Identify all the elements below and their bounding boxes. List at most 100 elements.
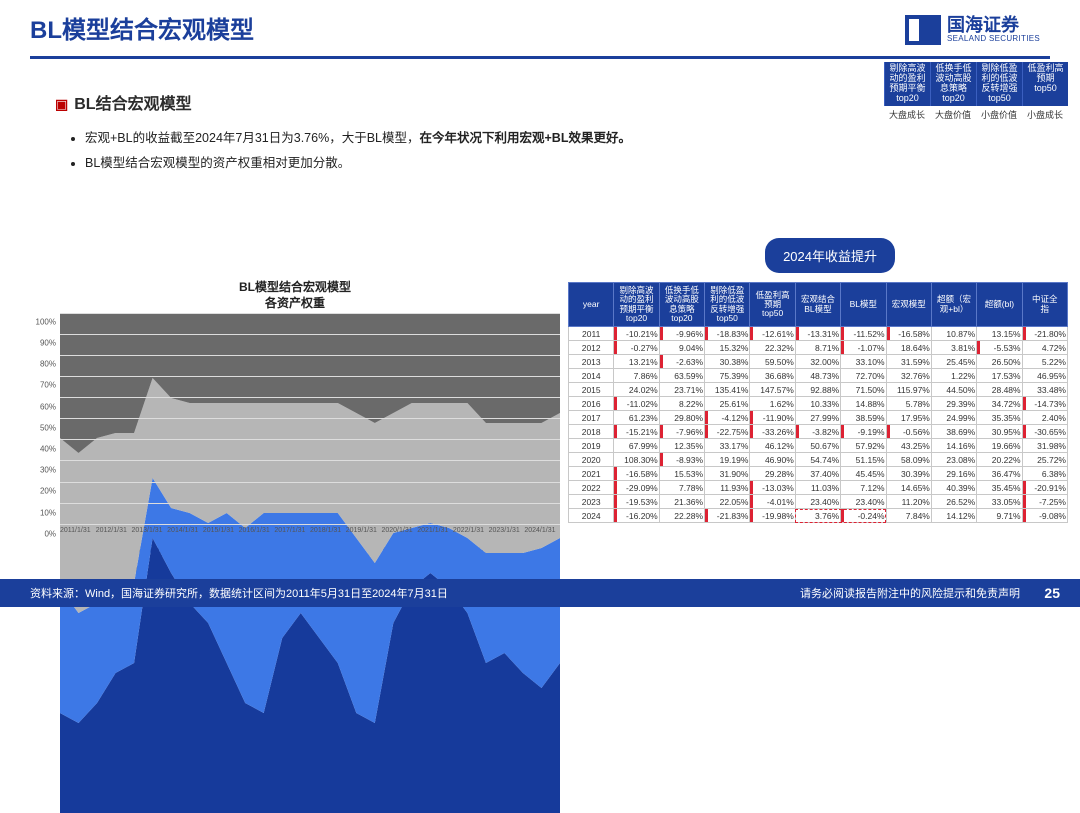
table-cell: -9.08%	[1022, 509, 1067, 523]
weights-area-chart: BL模型结合宏观模型 各资产权重 0%10%20%30%40%50%60%70%…	[30, 280, 560, 575]
footer-disclaimer: 请务必阅读报告附注中的风险提示和免责声明	[800, 585, 1020, 601]
table-header: 中证全指	[1022, 283, 1067, 327]
table-cell: -4.12%	[705, 411, 750, 425]
table-cell: 2021	[569, 467, 614, 481]
table-cell: 4.72%	[1022, 341, 1067, 355]
table-cell: 46.95%	[1022, 369, 1067, 383]
table-cell: 33.10%	[841, 355, 886, 369]
slide-footer: 资料来源：Wind，国海证券研究所，数据统计区间为2011年5月31日至2024…	[0, 579, 1080, 607]
table-cell: 8.71%	[795, 341, 840, 355]
y-tick: 20%	[40, 487, 56, 496]
table-cell: 14.65%	[886, 481, 931, 495]
table-cell: 33.48%	[1022, 383, 1067, 397]
table-cell: 31.98%	[1022, 439, 1067, 453]
table-cell: -13.31%	[795, 327, 840, 341]
table-cell: 35.35%	[977, 411, 1022, 425]
table-cell: 11.03%	[795, 481, 840, 495]
table-row: 2018-15.21%-7.96%-22.75%-33.26%-3.82%-9.…	[569, 425, 1068, 439]
y-tick: 70%	[40, 381, 56, 390]
table-cell: 61.23%	[614, 411, 659, 425]
table-header: 超额(bl)	[977, 283, 1022, 327]
table-cell: -16.58%	[886, 327, 931, 341]
table-cell: 14.88%	[841, 397, 886, 411]
footer-source: 资料来源：Wind，国海证券研究所，数据统计区间为2011年5月31日至2024…	[30, 585, 800, 601]
table-cell: -19.53%	[614, 495, 659, 509]
table-cell: 25.45%	[931, 355, 976, 369]
table-cell: 51.15%	[841, 453, 886, 467]
y-tick: 40%	[40, 444, 56, 453]
table-cell: 19.66%	[977, 439, 1022, 453]
table-cell: -2.63%	[659, 355, 704, 369]
x-tick: 2022/1/31	[453, 527, 489, 543]
table-cell: 32.00%	[795, 355, 840, 369]
table-cell: 59.50%	[750, 355, 795, 369]
chart-title-1: BL模型结合宏观模型	[30, 280, 560, 294]
table-cell: 147.57%	[750, 383, 795, 397]
table-cell: 18.64%	[886, 341, 931, 355]
table-cell: 11.93%	[705, 481, 750, 495]
table-cell: 7.12%	[841, 481, 886, 495]
table-cell: 2022	[569, 481, 614, 495]
table-cell: 20.22%	[977, 453, 1022, 467]
table-cell: 19.19%	[705, 453, 750, 467]
table-cell: 32.76%	[886, 369, 931, 383]
table-cell: 44.50%	[931, 383, 976, 397]
table-cell: 25.72%	[1022, 453, 1067, 467]
x-tick: 2024/1/31	[524, 527, 560, 543]
table-cell: 24.02%	[614, 383, 659, 397]
table-row: 201313.21%-2.63%30.38%59.50%32.00%33.10%…	[569, 355, 1068, 369]
table-cell: 13.15%	[977, 327, 1022, 341]
table-cell: 21.36%	[659, 495, 704, 509]
table-cell: 40.39%	[931, 481, 976, 495]
title-underline	[30, 56, 1050, 59]
table-cell: 30.38%	[705, 355, 750, 369]
table-cell: 2.40%	[1022, 411, 1067, 425]
table-cell: 54.74%	[795, 453, 840, 467]
table-cell: -0.27%	[614, 341, 659, 355]
highlight-badge: 2024年收益提升	[765, 238, 895, 273]
table-cell: 34.72%	[977, 397, 1022, 411]
table-cell: 3.76%	[795, 509, 840, 523]
table-cell: 43.25%	[886, 439, 931, 453]
table-cell: -1.07%	[841, 341, 886, 355]
table-cell: 7.86%	[614, 369, 659, 383]
bullet-item: BL模型结合宏观模型的资产权重相对更加分散。	[85, 151, 1050, 176]
table-cell: 71.50%	[841, 383, 886, 397]
table-cell: 108.30%	[614, 453, 659, 467]
table-cell: 2018	[569, 425, 614, 439]
table-row: 2020108.30%-8.93%19.19%46.90%54.74%51.15…	[569, 453, 1068, 467]
table-row: 2024-16.20%22.28%-21.83%-19.98%3.76%-0.2…	[569, 509, 1068, 523]
table-cell: 3.81%	[931, 341, 976, 355]
table-row: 201761.23%29.80%-4.12%-11.90%27.99%38.59…	[569, 411, 1068, 425]
table-cell: 2019	[569, 439, 614, 453]
table-cell: 5.22%	[1022, 355, 1067, 369]
table-cell: 46.90%	[750, 453, 795, 467]
table-cell: 25.61%	[705, 397, 750, 411]
x-tick: 2012/1/31	[96, 527, 132, 543]
table-cell: 2023	[569, 495, 614, 509]
table-cell: 45.45%	[841, 467, 886, 481]
table-header: 超额（宏观+bl）	[931, 283, 976, 327]
table-cell: 37.40%	[795, 467, 840, 481]
table-cell: 17.53%	[977, 369, 1022, 383]
returns-table: year剔除高波动的盈利预期平衡top20低换手低波动高股息策略top20剔除低…	[568, 282, 1068, 523]
x-tick: 2023/1/31	[489, 527, 525, 543]
table-cell: 1.62%	[750, 397, 795, 411]
table-header: 低盈利高预期top50	[750, 283, 795, 327]
table-cell: 48.73%	[795, 369, 840, 383]
table-cell: -11.90%	[750, 411, 795, 425]
table-cell: -33.26%	[750, 425, 795, 439]
table-cell: 23.71%	[659, 383, 704, 397]
table-cell: 63.59%	[659, 369, 704, 383]
table-cell: 13.21%	[614, 355, 659, 369]
table-cell: 75.39%	[705, 369, 750, 383]
logo-cn: 国海证券	[947, 16, 1040, 35]
table-cell: 30.39%	[886, 467, 931, 481]
table-cell: 22.28%	[659, 509, 704, 523]
table-cell: -7.96%	[659, 425, 704, 439]
table-cell: -15.21%	[614, 425, 659, 439]
table-row: 2011-10.21%-9.96%-18.83%-12.61%-13.31%-1…	[569, 327, 1068, 341]
table-cell: 22.32%	[750, 341, 795, 355]
table-cell: -30.65%	[1022, 425, 1067, 439]
company-logo: 国海证券 SEALAND SECURITIES	[905, 15, 1040, 45]
